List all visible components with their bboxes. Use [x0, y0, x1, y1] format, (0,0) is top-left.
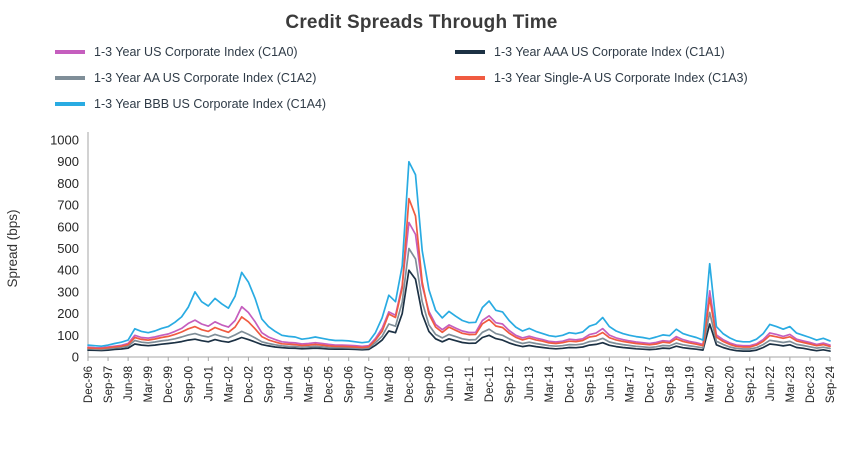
y-axis-tick-label: 300 [57, 284, 79, 299]
chart-page: Credit Spreads Through Time 1-3 Year US … [0, 12, 843, 453]
y-axis-tick-label: 1000 [50, 133, 79, 148]
legend-label-c1a1: 1-3 Year AAA US Corporate Index (C1A1) [494, 45, 725, 59]
x-axis-tick-label: Jun-07 [364, 366, 376, 401]
legend-label-c1a2: 1-3 Year AA US Corporate Index (C1A2) [94, 71, 317, 85]
x-axis-tick-label: Dec-23 [805, 366, 817, 403]
legend-swatch-c1a2 [55, 76, 85, 80]
x-axis-tick-label: Sep-97 [103, 366, 115, 403]
x-axis-tick-label: Mar-20 [705, 366, 717, 402]
y-axis-tick-label: 800 [57, 176, 79, 191]
series-line-c1a1 [87, 269, 831, 352]
x-axis-tick-label: Dec-08 [404, 366, 416, 403]
x-axis-tick-label: Dec-17 [645, 366, 657, 403]
x-axis-tick-label: Dec-02 [243, 366, 255, 403]
y-axis-tick-label: 700 [57, 198, 79, 213]
x-axis-tick-label: Sep-12 [504, 366, 516, 403]
y-axis-tick-label: 200 [57, 306, 79, 321]
legend-item-c1a3: 1-3 Year Single-A US Corporate Index (C1… [455, 70, 843, 86]
x-axis-tick-label: Mar-02 [223, 366, 235, 402]
x-axis-tick-label: Dec-99 [163, 366, 175, 403]
legend-label-c1a0: 1-3 Year US Corporate Index (C1A0) [94, 45, 298, 59]
x-axis-tick-label: Mar-23 [785, 366, 797, 402]
x-axis-tick-label: Jun-04 [284, 365, 296, 401]
legend-item-c1a0: 1-3 Year US Corporate Index (C1A0) [55, 44, 455, 60]
y-axis-tick-label: 100 [57, 328, 79, 343]
x-axis-tick-label: Dec-05 [324, 366, 336, 403]
y-axis-tick-label: 600 [57, 219, 79, 234]
y-axis-tick-label: 900 [57, 154, 79, 169]
y-axis-tick-label: 500 [57, 241, 79, 256]
x-axis-tick-label: Sep-00 [183, 366, 195, 403]
x-axis-tick-label: Mar-14 [544, 365, 556, 402]
x-axis-tick-label: Dec-11 [484, 366, 496, 402]
x-axis-tick-label: Jun-01 [203, 366, 215, 401]
x-axis-tick-label: Sep-06 [344, 366, 356, 403]
chart-area: 0 100 200 300 400 500 600 700 800 900 1000 Dec-96 Se… [0, 112, 843, 435]
x-axis-tick-label: Sep-03 [263, 366, 275, 403]
y-axis-title: Spread (bps) [5, 209, 20, 287]
x-axis-tick-label: Mar-11 [464, 366, 476, 402]
x-axis-tick-label: Sep-15 [584, 366, 596, 403]
x-axis-tick-label: Mar-99 [143, 366, 155, 402]
chart-title: Credit Spreads Through Time [285, 12, 558, 33]
legend-swatch-c1a0 [55, 50, 85, 54]
x-axis-tick-label: Jun-19 [685, 366, 697, 401]
series-line-c1a4 [87, 160, 831, 348]
credit-spreads-line-chart: 0 100 200 300 400 500 600 700 800 900 1000 Dec-96 Se… [5, 132, 837, 403]
x-axis-tick-label: Jun-16 [604, 366, 616, 401]
x-axis-tick-label: Jun-98 [123, 366, 135, 401]
series-line-c1a3 [87, 197, 831, 350]
legend-item-c1a4: 1-3 Year BBB US Corporate Index (C1A4) [55, 96, 455, 112]
x-axis-tick-label: Jun-13 [524, 366, 536, 401]
legend-item-c1a1: 1-3 Year AAA US Corporate Index (C1A1) [455, 44, 843, 60]
x-axis-tick-label: Sep-24 [825, 365, 837, 403]
y-axis-tick-label: 400 [57, 263, 79, 278]
legend-label-c1a4: 1-3 Year BBB US Corporate Index (C1A4) [94, 97, 327, 111]
legend-label-c1a3: 1-3 Year Single-A US Corporate Index (C1… [494, 71, 748, 85]
y-axis-tick-label: 0 [72, 350, 79, 365]
legend-swatch-c1a3 [455, 76, 485, 80]
x-axis-tick-label: Jun-10 [444, 366, 456, 401]
x-axis-tick-label: Dec-14 [564, 365, 576, 403]
legend-swatch-c1a1 [455, 50, 485, 54]
series-line-c1a2 [87, 247, 831, 351]
legend-item-c1a2: 1-3 Year AA US Corporate Index (C1A2) [55, 70, 455, 86]
chart-legend: 1-3 Year US Corporate Index (C1A0) 1-3 Ye… [0, 38, 843, 112]
x-axis-tick-label: Sep-21 [745, 366, 757, 403]
x-axis-tick-label: Dec-20 [725, 366, 737, 403]
x-axis-tick-label: Mar-17 [624, 366, 636, 402]
legend-swatch-c1a4 [55, 102, 85, 106]
x-axis-tick-label: Sep-09 [424, 366, 436, 403]
x-axis-tick-label: Mar-05 [304, 366, 316, 402]
x-axis-tick-label: Sep-18 [665, 366, 677, 403]
x-axis-tick-label: Dec-96 [83, 366, 95, 403]
x-axis-tick-label: Jun-22 [765, 366, 777, 401]
x-axis-tick-label: Mar-08 [384, 366, 396, 402]
